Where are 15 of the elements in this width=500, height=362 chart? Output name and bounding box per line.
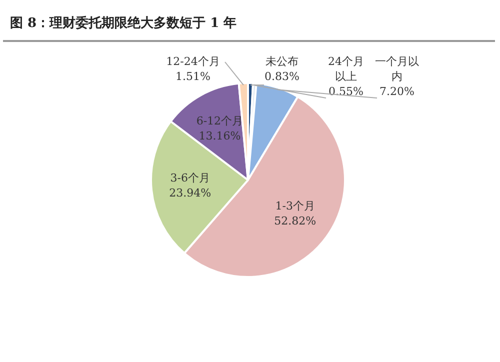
data-label: 1.51% [176,70,210,83]
slice-label: 1-3个月 [275,200,315,213]
slice-label: 未公布 [266,54,298,68]
chart-title: 图 8：理财委托期限绝大多数短于 1 年 [10,14,237,32]
data-label: 0.83% [264,70,300,83]
data-label: 13.16% [198,130,241,143]
slice-label: 一个月以内 [375,54,419,83]
slice-label: 24个月以上 [328,54,364,83]
data-label: 7.20% [380,84,414,98]
data-label: 0.55% [328,84,364,98]
slice-label: 12-24个月 [166,54,220,68]
data-label: 23.94% [169,186,212,200]
data-label: 52.82% [274,214,316,228]
slice-label: 6-12个月 [196,114,244,128]
slice-label: 3-6个月 [170,171,210,184]
